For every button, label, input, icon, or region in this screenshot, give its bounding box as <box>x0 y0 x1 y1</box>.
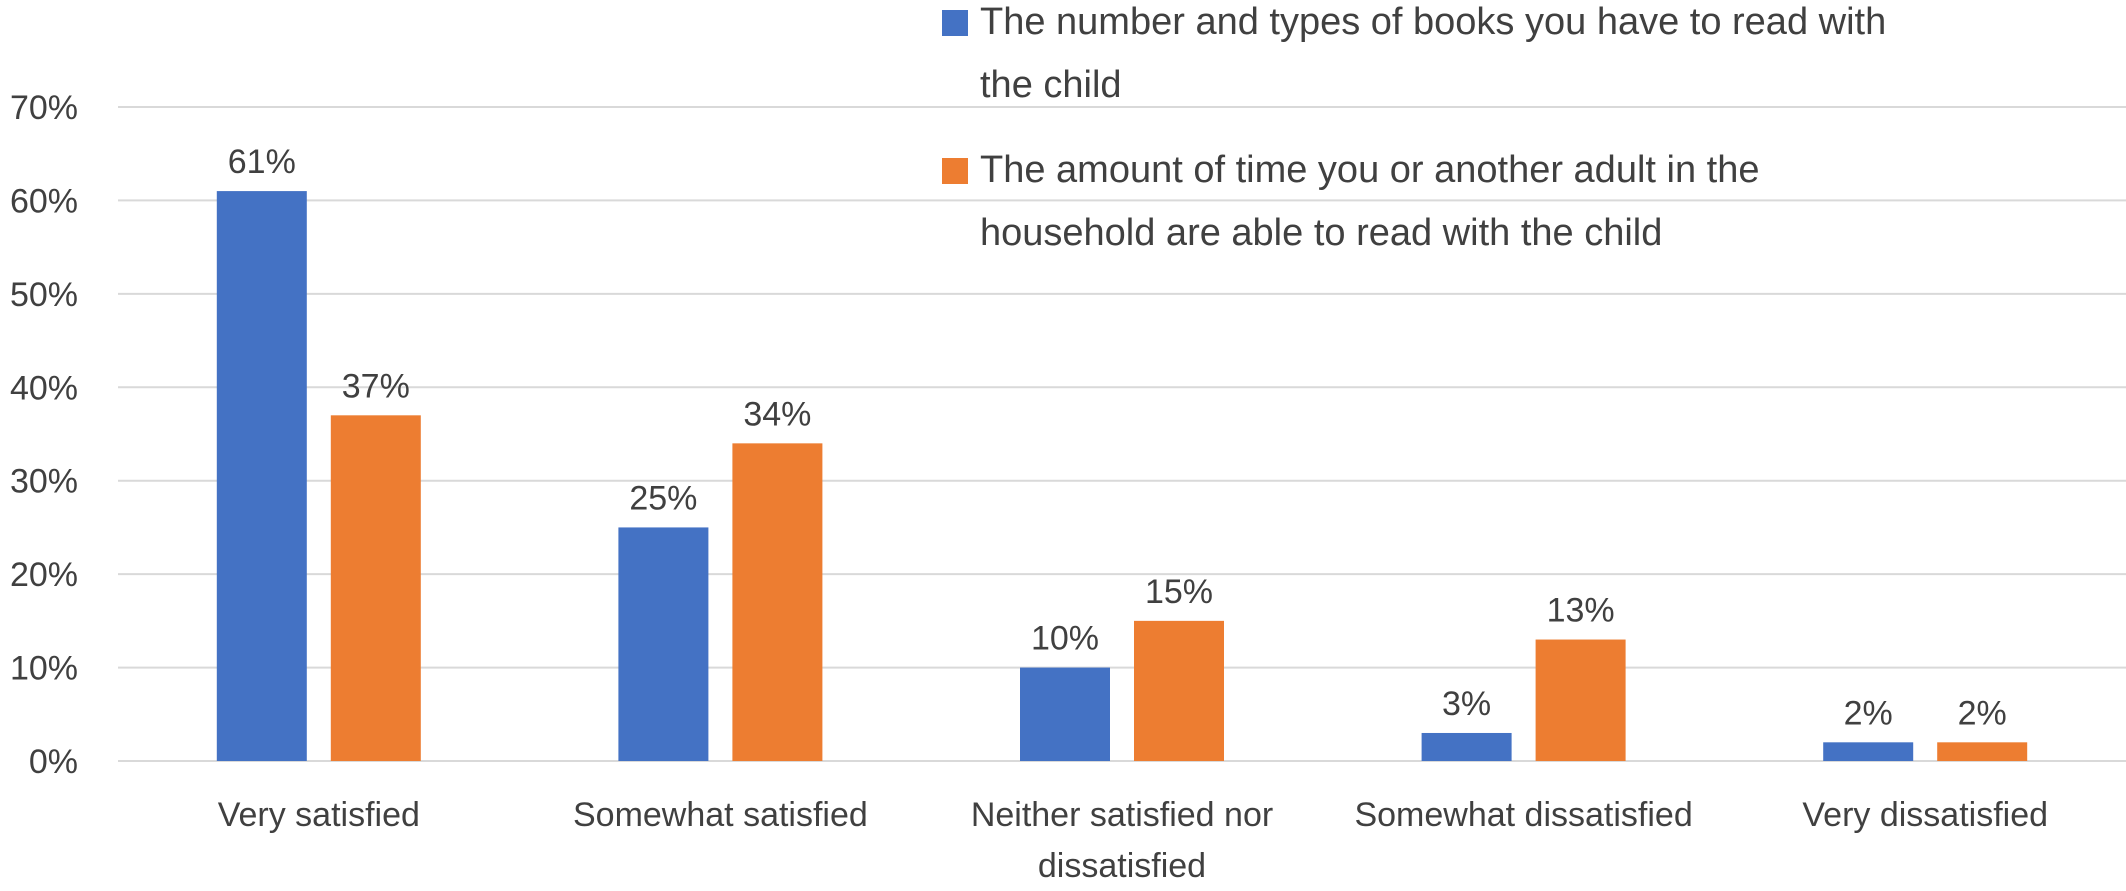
y-tick-label: 0% <box>29 743 78 781</box>
legend-label: The amount of time you or another adult … <box>980 149 1759 191</box>
data-label: 10% <box>1031 620 1099 658</box>
bar-series-1-cat-3 <box>1020 667 1110 761</box>
legend-label: household are able to read with the chil… <box>980 212 1662 254</box>
y-tick-label: 60% <box>10 182 78 220</box>
bar-series-2-cat-3 <box>1134 620 1224 761</box>
y-tick-label: 20% <box>10 556 78 594</box>
category-label: Neither satisfied nor <box>971 796 1273 834</box>
bar-series-1-cat-5 <box>1823 742 1914 761</box>
y-tick-label: 50% <box>10 276 78 314</box>
bar-series-1-cat-4 <box>1421 732 1512 761</box>
y-tick-label: 30% <box>10 463 78 501</box>
data-labels: 61% 37% 25% 34% 10% 15% 3% 13% 2% 2% <box>228 143 2007 732</box>
legend-label: the child <box>980 64 1122 106</box>
bar-series-1-cat-2 <box>618 527 709 761</box>
y-tick-label: 10% <box>10 650 78 688</box>
data-label: 13% <box>1547 592 1615 630</box>
legend-swatch-2 <box>942 158 968 184</box>
gridlines <box>118 106 2126 762</box>
data-label: 37% <box>342 367 410 405</box>
data-label: 15% <box>1145 573 1213 611</box>
category-label: Very satisfied <box>218 796 420 834</box>
category-label: Somewhat satisfied <box>573 796 868 834</box>
y-tick-label: 70% <box>10 89 78 127</box>
y-axis-ticks: 0% 10% 20% 30% 40% 50% 60% 70% <box>10 89 78 781</box>
legend-swatch-1 <box>942 10 968 36</box>
data-label: 3% <box>1442 685 1491 723</box>
bar-series-2-cat-1 <box>330 415 421 761</box>
data-label: 34% <box>743 395 811 433</box>
data-label: 61% <box>228 143 296 181</box>
category-label: dissatisfied <box>1038 847 1206 885</box>
y-tick-label: 40% <box>10 369 78 407</box>
bar-series-2-cat-5 <box>1937 742 2028 761</box>
data-label: 2% <box>1958 694 2007 732</box>
bar-series-2-cat-2 <box>732 443 823 761</box>
bar-series-2-cat-4 <box>1535 639 1626 761</box>
legend-label: The number and types of books you have t… <box>980 1 1886 43</box>
legend: The number and types of books you have t… <box>942 1 1886 254</box>
category-label: Very dissatisfied <box>1802 796 2048 834</box>
data-label: 25% <box>629 479 697 517</box>
category-label: Somewhat dissatisfied <box>1354 796 1692 834</box>
bars <box>216 191 2028 762</box>
bar-series-1-cat-1 <box>216 191 307 762</box>
x-axis-categories: Very satisfied Somewhat satisfied Neither … <box>218 796 2048 885</box>
data-label: 2% <box>1844 694 1893 732</box>
